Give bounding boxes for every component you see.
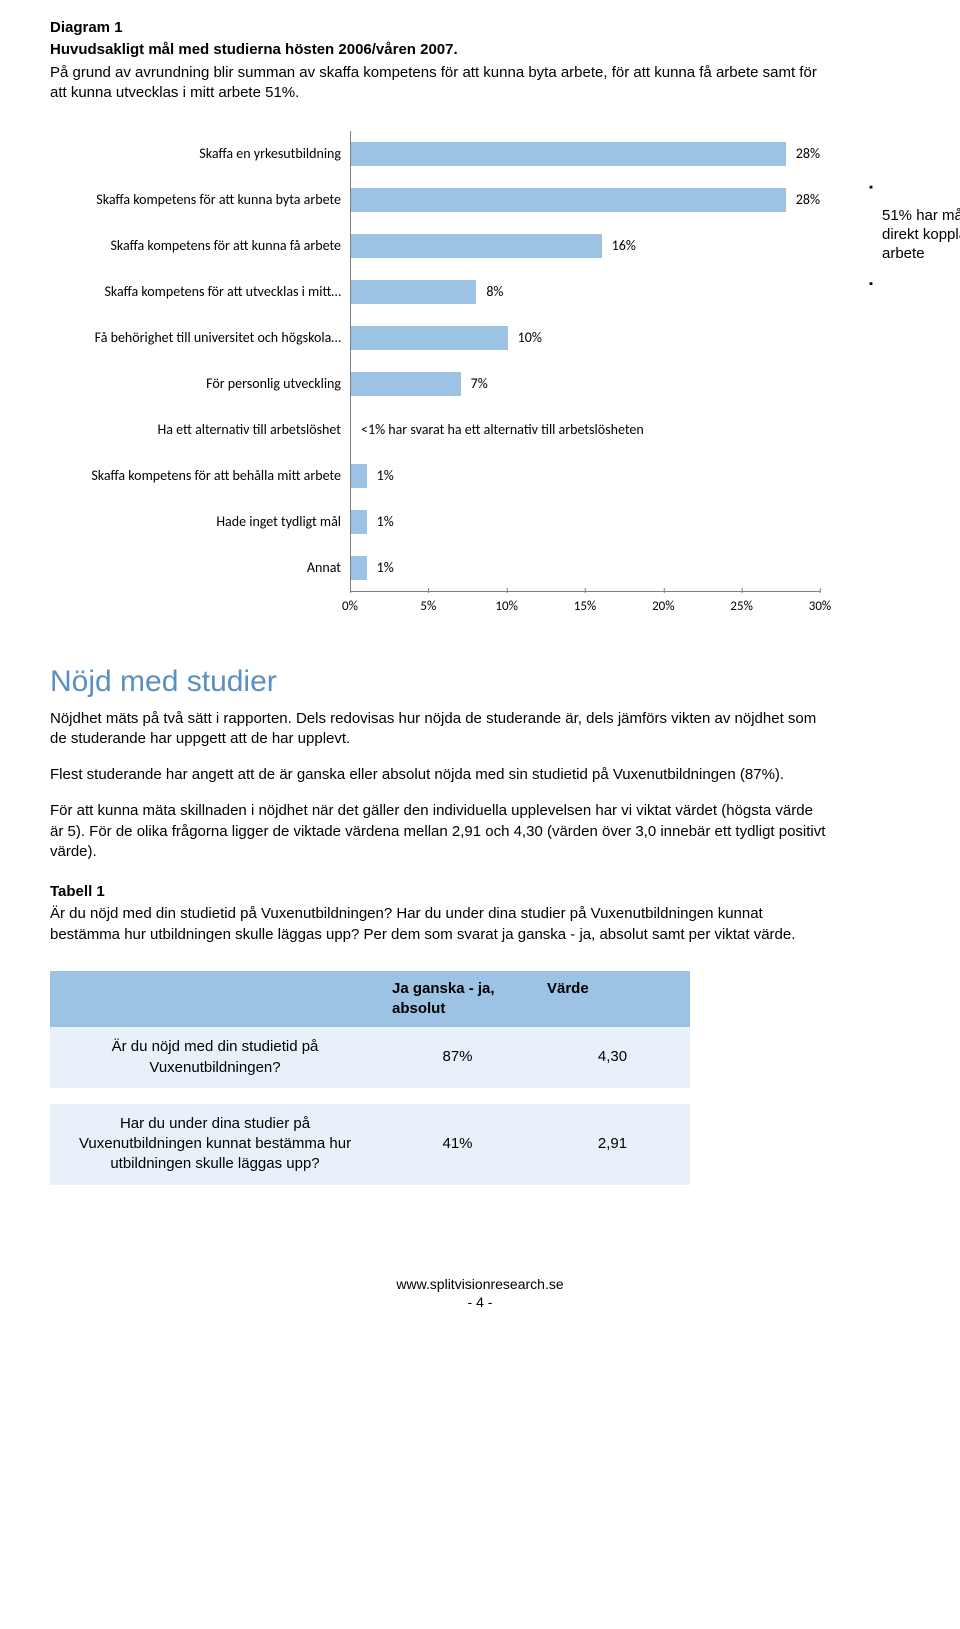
x-axis-tick: 5% xyxy=(420,592,436,616)
chart-row: För personlig utveckling7% xyxy=(351,361,820,407)
chart-value-label: 16% xyxy=(612,237,636,256)
chart-category-label: Annat xyxy=(61,559,351,578)
table-header: Ja ganska - ja, absolut xyxy=(380,971,535,1028)
data-table: Ja ganska - ja, absolut Värde Är du nöjd… xyxy=(50,971,690,1185)
chart-category-label: För personlig utveckling xyxy=(61,375,351,394)
chart-bar xyxy=(351,326,508,350)
diagram-caption: På grund av avrundning blir summan av sk… xyxy=(50,63,830,104)
chart-value-label: 1% xyxy=(377,467,394,486)
table-cell-question: Är du nöjd med din studietid på Vuxenutb… xyxy=(50,1027,380,1088)
chart-value-label: 28% xyxy=(796,191,820,210)
chart-row: Annat1% xyxy=(351,545,820,591)
footer-page-number: - 4 - xyxy=(50,1293,910,1312)
chart-row: Skaffa kompetens för att kunna få arbete… xyxy=(351,223,820,269)
section-paragraph: För att kunna mäta skillnaden i nöjdhet … xyxy=(50,801,830,862)
chart-bar xyxy=(351,280,476,304)
x-axis-tick: 25% xyxy=(730,592,752,616)
chart-row: Skaffa kompetens för att utvecklas i mit… xyxy=(351,269,820,315)
section-heading: Nöjd med studier xyxy=(50,662,910,703)
footer-url: www.splitvisionresearch.se xyxy=(50,1275,910,1294)
section-paragraph: Flest studerande har angett att de är ga… xyxy=(50,765,830,785)
chart-category-label: Skaffa kompetens för att utvecklas i mit… xyxy=(61,283,351,302)
diagram-title: Huvudsakligt mål med studierna hösten 20… xyxy=(50,40,910,60)
bar-chart: Skaffa en yrkesutbildning28%Skaffa kompe… xyxy=(50,131,910,620)
chart-row: Få behörighet till universitet och högsk… xyxy=(351,315,820,361)
chart-bar xyxy=(351,234,602,258)
chart-bar xyxy=(351,510,367,534)
section-paragraph: Nöjdhet mäts på två sätt i rapporten. De… xyxy=(50,709,830,750)
table-caption: Är du nöjd med din studietid på Vuxenutb… xyxy=(50,904,830,945)
annotation-brace: } xyxy=(864,169,873,319)
chart-category-label: Ha ett alternativ till arbetslöshet xyxy=(61,421,351,440)
x-axis-tick: 10% xyxy=(495,592,517,616)
chart-value-label: 28% xyxy=(796,145,820,164)
x-axis-tick: 15% xyxy=(574,592,596,616)
table-cell-question: Har du under dina studier på Vuxenutbild… xyxy=(50,1104,380,1185)
x-axis-tick: 30% xyxy=(809,592,831,616)
chart-category-label: Hade inget tydligt mål xyxy=(61,513,351,532)
table-row: Är du nöjd med din studietid på Vuxenutb… xyxy=(50,1027,690,1088)
chart-row: Skaffa en yrkesutbildning28% xyxy=(351,131,820,177)
table-number: Tabell 1 xyxy=(50,882,910,902)
x-axis-tick: 20% xyxy=(652,592,674,616)
chart-value-label: 8% xyxy=(486,283,503,302)
chart-row: Ha ett alternativ till arbetslöshet<1% h… xyxy=(351,407,820,453)
table-cell-value: 4,30 xyxy=(535,1027,690,1088)
chart-value-label: 1% xyxy=(377,559,394,578)
chart-value-label: 10% xyxy=(518,329,542,348)
chart-bar xyxy=(351,188,786,212)
chart-bar xyxy=(351,556,367,580)
chart-bar xyxy=(351,142,786,166)
diagram-number: Diagram 1 xyxy=(50,18,910,38)
table-cell-value: 2,91 xyxy=(535,1104,690,1185)
x-axis-tick: 0% xyxy=(342,592,358,616)
chart-category-label: Skaffa en yrkesutbildning xyxy=(61,145,351,164)
chart-category-label: Skaffa kompetens för att behålla mitt ar… xyxy=(61,467,351,486)
chart-bar xyxy=(351,464,367,488)
chart-category-label: Få behörighet till universitet och högsk… xyxy=(61,329,351,348)
table-header xyxy=(50,971,380,1028)
table-row: Har du under dina studier på Vuxenutbild… xyxy=(50,1104,690,1185)
table-cell-value: 41% xyxy=(380,1104,535,1185)
chart-annotation: 51% har mål som är direkt kopplade till … xyxy=(882,207,960,263)
chart-category-label: Skaffa kompetens för att kunna få arbete xyxy=(61,237,351,256)
table-header: Värde xyxy=(535,971,690,1028)
table-cell-value: 87% xyxy=(380,1027,535,1088)
chart-value-label: 1% xyxy=(377,513,394,532)
chart-value-label: 7% xyxy=(471,375,488,394)
chart-value-label: <1% har svarat ha ett alternativ till ar… xyxy=(361,421,644,440)
chart-row: Skaffa kompetens för att kunna byta arbe… xyxy=(351,177,820,223)
chart-bar xyxy=(351,372,461,396)
chart-category-label: Skaffa kompetens för att kunna byta arbe… xyxy=(61,191,351,210)
page-footer: www.splitvisionresearch.se - 4 - xyxy=(50,1275,910,1313)
chart-row: Hade inget tydligt mål1% xyxy=(351,499,820,545)
chart-row: Skaffa kompetens för att behålla mitt ar… xyxy=(351,453,820,499)
